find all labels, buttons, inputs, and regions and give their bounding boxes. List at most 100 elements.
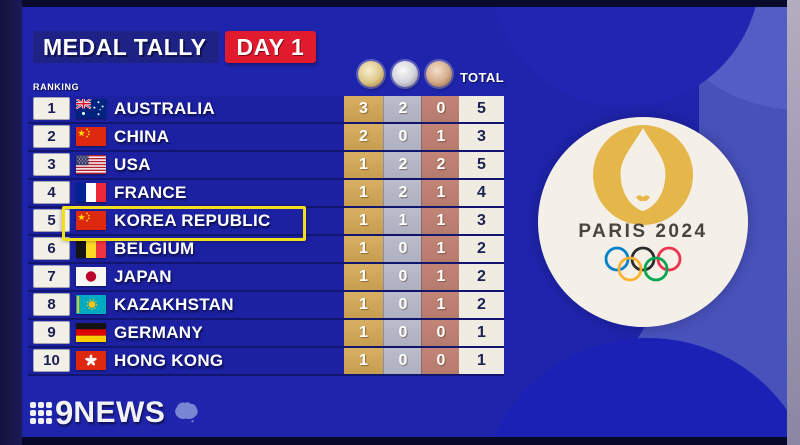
- screen-bezel-top: [0, 0, 800, 7]
- silver-medal-icon: [392, 61, 418, 87]
- bronze-count: 1: [421, 180, 460, 206]
- total-column-header: TOTAL: [459, 70, 505, 85]
- row-separator: [28, 318, 504, 320]
- silver-count: 2: [383, 180, 422, 206]
- country-name: KAZAKHSTAN: [114, 295, 234, 314]
- silver-count: 0: [383, 264, 422, 290]
- silver-count: 0: [383, 292, 422, 318]
- gold-count: 1: [344, 264, 383, 290]
- paris-2024-wordmark: PARIS 2024: [578, 221, 708, 242]
- country-name: CHINA: [114, 127, 170, 146]
- bronze-count: 1: [421, 208, 460, 234]
- bronze-count: 1: [421, 124, 460, 150]
- bronze-count: 0: [421, 96, 460, 122]
- gold-count: 1: [344, 236, 383, 262]
- france-flag: [76, 183, 106, 202]
- silver-count: 1: [383, 208, 422, 234]
- bronze-count: 0: [421, 348, 460, 374]
- row-separator: [28, 374, 504, 376]
- total-count: 2: [459, 292, 504, 318]
- bronze-count: 2: [421, 152, 460, 178]
- title-bar: MEDAL TALLY DAY 1: [33, 31, 317, 63]
- highlight-box: [62, 206, 306, 241]
- total-count: 5: [459, 96, 504, 122]
- country-name: AUSTRALIA: [114, 99, 215, 118]
- australia-flag: [76, 99, 106, 118]
- channel-number: 9: [55, 394, 74, 431]
- china-flag: [76, 127, 106, 146]
- rank-badge: 1: [33, 97, 70, 120]
- silver-count: 0: [383, 348, 422, 374]
- silver-count: 2: [383, 96, 422, 122]
- medal-column-headers: [358, 61, 452, 87]
- table-row: 9 GERMANY 1 0 0 1: [28, 320, 504, 348]
- belgium-flag: [76, 239, 106, 258]
- country-name: BELGIUM: [114, 239, 195, 258]
- rank-badge: 8: [33, 293, 70, 316]
- gold-count: 1: [344, 180, 383, 206]
- total-count: 1: [459, 348, 504, 374]
- germany-flag: [76, 323, 106, 342]
- gold-count: 2: [344, 124, 383, 150]
- silver-count: 0: [383, 236, 422, 262]
- table-row: 8 KAZAKHSTAN 1 0 1 2: [28, 292, 504, 320]
- row-separator: [28, 178, 504, 180]
- rank-badge: 6: [33, 237, 70, 260]
- usa-flag: [76, 155, 106, 174]
- hongkong-flag: [76, 351, 106, 370]
- silver-count: 0: [383, 320, 422, 346]
- page-title: MEDAL TALLY: [43, 33, 207, 60]
- country-name: USA: [114, 155, 151, 174]
- australia-map-icon: [175, 402, 199, 423]
- rank-badge: 5: [33, 209, 70, 232]
- total-count: 4: [459, 180, 504, 206]
- country-name: JAPAN: [114, 267, 172, 286]
- screen-bezel-left: [0, 0, 22, 445]
- silver-count: 2: [383, 152, 422, 178]
- country-name: FRANCE: [114, 183, 187, 202]
- paris-flame-icon: [593, 125, 693, 225]
- bronze-medal-icon: [426, 61, 452, 87]
- bronze-count: 1: [421, 264, 460, 290]
- table-row: 3 USA 1 2 2 5: [28, 152, 504, 180]
- country-name: HONG KONG: [114, 351, 224, 370]
- total-count: 3: [459, 124, 504, 150]
- nine-dots-icon: [30, 402, 52, 424]
- table-row: 10 HONG KONG 1 0 0 1: [28, 348, 504, 376]
- kazakhstan-flag: [76, 295, 106, 314]
- country-name: GERMANY: [114, 323, 203, 342]
- japan-flag: [76, 267, 106, 286]
- rank-badge: 9: [33, 321, 70, 344]
- row-separator: [28, 150, 504, 152]
- row-separator: [28, 262, 504, 264]
- rank-badge: 10: [33, 349, 70, 372]
- gold-medal-icon: [358, 61, 384, 87]
- rank-badge: 7: [33, 265, 70, 288]
- row-separator: [28, 290, 504, 292]
- rank-badge: 2: [33, 125, 70, 148]
- nine-news-logo: 9 NEWS: [30, 393, 201, 433]
- total-count: 3: [459, 208, 504, 234]
- rank-badge: 4: [33, 181, 70, 204]
- table-row: 1 AUSTRALIA 3 2 0 5: [28, 96, 504, 124]
- country-name: KOREA REPUBLIC: [114, 211, 271, 230]
- bronze-count: 1: [421, 236, 460, 262]
- gold-count: 1: [344, 320, 383, 346]
- title-band: MEDAL TALLY: [33, 31, 219, 63]
- screen-bezel-bottom: [0, 437, 800, 445]
- gold-count: 3: [344, 96, 383, 122]
- day-badge: DAY 1: [224, 31, 317, 63]
- row-separator: [28, 346, 504, 348]
- total-count: 2: [459, 264, 504, 290]
- day-badge-label: DAY 1: [236, 33, 305, 60]
- gold-count: 1: [344, 208, 383, 234]
- medal-table-rows: 1 AUSTRALIA 3 2 0 5 2 CHINA 2 0 1 3 3 USA 1 2 2 5 4 FRANCE 1…: [22, 7, 787, 437]
- table-row: 5 KOREA REPUBLIC 1 1 1 3: [28, 206, 504, 241]
- news-wordmark: NEWS: [73, 396, 166, 429]
- paris-2024-emblem: PARIS 2024: [538, 117, 748, 327]
- gold-count: 1: [344, 292, 383, 318]
- ranking-column-header: RANKING: [33, 82, 80, 92]
- screen-bezel-right: [787, 0, 800, 445]
- row-separator: [28, 234, 504, 236]
